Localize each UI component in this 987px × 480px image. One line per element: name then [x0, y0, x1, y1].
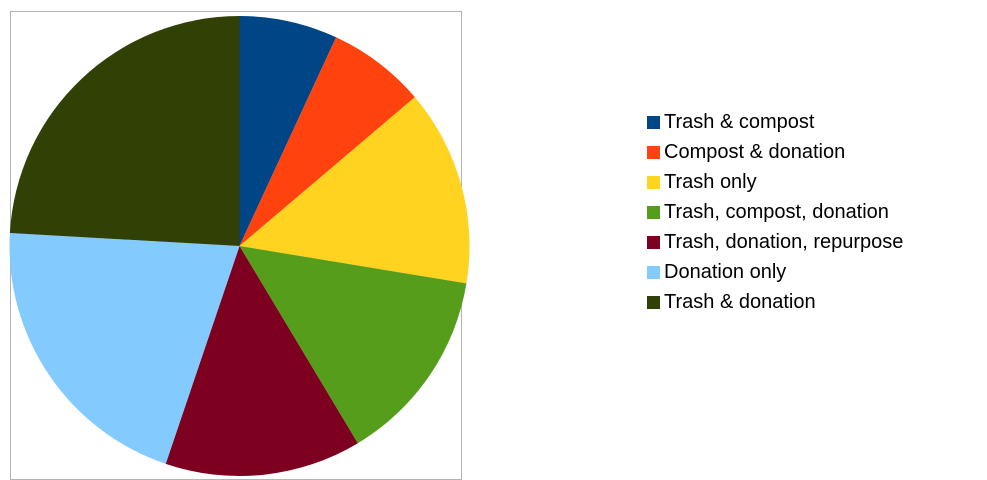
pie-slice-1: [239, 16, 337, 246]
pie-slice-3: [239, 97, 470, 284]
legend-label: Trash & donation: [664, 291, 816, 313]
legend-label: Trash only: [664, 171, 757, 193]
legend-label: Trash & compost: [664, 111, 815, 133]
pie-slice-4: [239, 246, 467, 444]
legend-item-1: Trash & compost: [647, 107, 987, 137]
pie-slice-7: [9, 16, 240, 246]
chart-legend: Trash & compost Compost & donation Trash o…: [647, 107, 987, 317]
legend-label: Trash, compost, donation: [664, 201, 889, 223]
pie-slice-5: [165, 246, 358, 476]
legend-item-3: Trash only: [647, 167, 987, 197]
legend-swatch: [647, 115, 660, 129]
legend-swatch: [647, 205, 660, 219]
legend-swatch: [647, 265, 660, 279]
legend-swatch: [647, 175, 660, 189]
legend-item-2: Compost & donation: [647, 137, 987, 167]
legend-label: Donation only: [664, 261, 787, 283]
legend-item-6: Donation only: [647, 257, 987, 287]
legend-swatch: [647, 235, 660, 249]
legend-label: Compost & donation: [664, 141, 846, 163]
legend-swatch: [647, 145, 660, 159]
legend-item-7: Trash & donation: [647, 287, 987, 317]
legend-item-4: Trash, compost, donation: [647, 197, 987, 227]
legend-label: Trash, donation, repurpose: [664, 231, 904, 253]
pie-slice-6: [9, 233, 240, 464]
pie-slice-2: [239, 37, 415, 246]
legend-item-5: Trash, donation, repurpose: [647, 227, 987, 257]
legend-swatch: [647, 295, 660, 309]
